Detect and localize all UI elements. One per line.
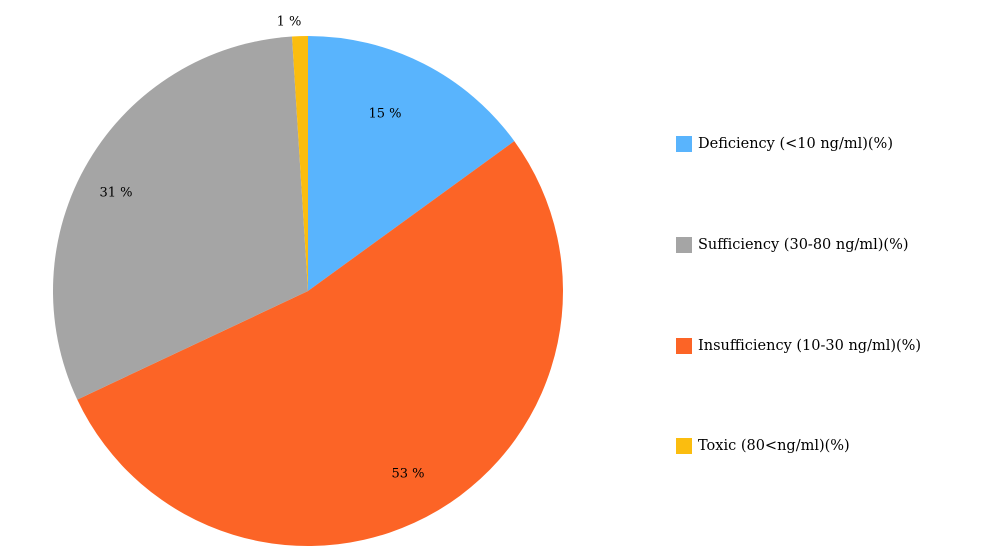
- slice-label-sufficiency: 31 %: [99, 186, 132, 201]
- pie-slice-insufficiency: [77, 141, 563, 546]
- pie-slices: [52, 36, 563, 546]
- pie-slice-deficiency: [308, 36, 515, 291]
- legend-swatch-toxic: [676, 438, 692, 454]
- legend-label-deficiency: Deficiency (<10 ng/ml)(%): [698, 136, 893, 152]
- legend-item-deficiency: Deficiency (<10 ng/ml)(%): [676, 136, 893, 152]
- pie-slice-toxic: [291, 36, 308, 291]
- legend-label-toxic: Toxic (80<ng/ml)(%): [698, 438, 850, 454]
- slice-label-toxic: 1 %: [277, 15, 302, 30]
- legend-swatch-insufficiency: [676, 338, 692, 354]
- legend-item-insufficiency: Insufficiency (10-30 ng/ml)(%): [676, 338, 921, 354]
- legend-swatch-sufficiency: [676, 237, 692, 253]
- legend-label-sufficiency: Sufficiency (30-80 ng/ml)(%): [698, 237, 909, 253]
- legend-item-toxic: Toxic (80<ng/ml)(%): [676, 438, 850, 454]
- legend-label-insufficiency: Insufficiency (10-30 ng/ml)(%): [698, 338, 922, 354]
- slice-label-deficiency: 15 %: [368, 107, 401, 122]
- legend-item-sufficiency: Sufficiency (30-80 ng/ml)(%): [676, 237, 909, 253]
- slice-label-insufficiency: 53 %: [391, 467, 424, 482]
- pie-slice-labels: 15 % 53 % 31 % 1 %: [99, 15, 424, 482]
- legend-swatch-deficiency: [676, 136, 692, 152]
- pie-slice-sufficiency: [52, 36, 308, 400]
